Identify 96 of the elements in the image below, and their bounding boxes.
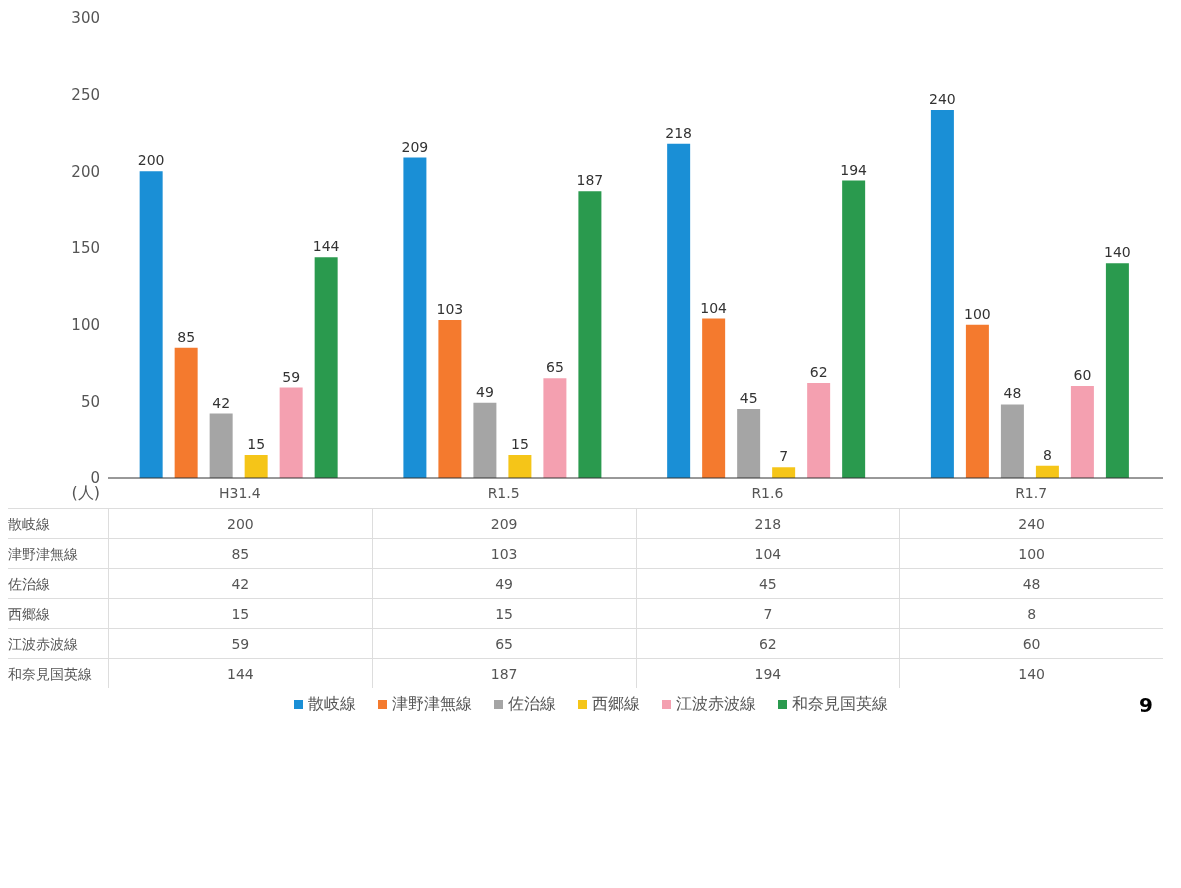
data-label: 59 — [282, 368, 301, 385]
data-label: 7 — [635, 598, 900, 628]
bar — [578, 191, 602, 478]
data-label: 65 — [545, 359, 564, 376]
data-label: 59 — [108, 628, 372, 658]
bar — [772, 467, 796, 478]
bar — [508, 455, 532, 478]
data-label: 187 — [576, 172, 604, 189]
bar — [842, 180, 866, 478]
x-tick-label: R1.7 — [1015, 484, 1048, 501]
data-label: 103 — [436, 301, 464, 318]
bar — [702, 318, 726, 478]
data-label: 45 — [635, 568, 900, 598]
bar — [438, 320, 462, 478]
data-label: 60 — [899, 628, 1163, 658]
legend-label: 西郷線 — [590, 694, 640, 715]
y-tick-label: 100 — [71, 315, 100, 334]
data-label: 144 — [108, 658, 372, 688]
data-label: 144 — [312, 238, 340, 255]
data-label: 104 — [700, 299, 728, 316]
legend-label: 江波赤波線 — [674, 694, 756, 715]
bar — [807, 382, 831, 478]
data-label: 60 — [1073, 367, 1092, 383]
y-tick-label: 250 — [71, 85, 100, 104]
data-label: 209 — [401, 138, 429, 155]
legend-label: 散岐線 — [306, 694, 356, 715]
data-label: 42 — [108, 568, 372, 598]
bar — [930, 110, 954, 478]
x-tick-label: R1.5 — [487, 484, 520, 501]
legend-label: 津野津無線 — [390, 694, 472, 715]
bar — [139, 171, 163, 478]
data-label: 140 — [1104, 244, 1131, 261]
x-tick-label: R1.6 — [751, 484, 784, 501]
data-label: 45 — [739, 390, 758, 406]
data-label: 85 — [108, 538, 372, 568]
data-label: 103 — [371, 538, 636, 568]
bar — [667, 143, 691, 478]
data-label: 8 — [1042, 446, 1052, 463]
data-label: 104 — [635, 538, 900, 568]
data-label: 42 — [212, 394, 231, 411]
y-tick-label: 200 — [71, 162, 100, 181]
data-label: 100 — [899, 538, 1163, 568]
y-tick-label: 佐治線 — [8, 568, 108, 598]
data-label: 15 — [108, 598, 372, 628]
data-label: 65 — [371, 628, 636, 658]
y-tick-label: 西郷線 — [8, 598, 108, 628]
y-tick-label: 和奈見国英線 — [8, 658, 108, 688]
text: 9 — [1139, 693, 1153, 717]
y-tick-label: 散岐線 — [8, 508, 108, 538]
data-label: 200 — [108, 508, 372, 538]
data-label: 200 — [137, 152, 165, 169]
data-label: 209 — [371, 508, 636, 538]
bar — [473, 402, 497, 478]
y-tick-label: 150 — [71, 239, 100, 258]
y-tick-label: 300 — [71, 9, 100, 28]
y-tick-label: 江波赤波線 — [8, 628, 108, 658]
legend-label: 和奈見国英線 — [790, 694, 888, 715]
data-label: 218 — [635, 508, 900, 538]
bar — [1070, 386, 1094, 478]
data-label: 49 — [475, 383, 494, 400]
bar — [209, 413, 233, 478]
bar — [1000, 404, 1024, 478]
bar — [314, 257, 338, 478]
bar — [543, 378, 567, 478]
bar — [403, 157, 427, 478]
data-label: 7 — [779, 448, 789, 465]
data-label: 15 — [247, 436, 266, 452]
data-label: 8 — [899, 598, 1163, 628]
data-label: 194 — [840, 161, 868, 178]
data-label: 240 — [899, 508, 1163, 538]
legend-label: 佐治線 — [506, 694, 556, 715]
bar — [965, 324, 989, 478]
y-axis-title: (人) — [70, 483, 100, 504]
data-label: 48 — [899, 568, 1163, 598]
data-label: 194 — [635, 658, 900, 688]
bar — [737, 409, 761, 478]
data-label: 62 — [635, 628, 900, 658]
bar — [244, 455, 268, 478]
bar — [174, 347, 198, 478]
data-label: 49 — [371, 568, 636, 598]
data-label: 48 — [1003, 385, 1022, 402]
x-tick-label: H31.4 — [219, 484, 261, 501]
data-label: 140 — [899, 658, 1163, 688]
data-label: 62 — [809, 363, 828, 380]
data-label: 240 — [929, 91, 956, 107]
data-label: 15 — [371, 598, 636, 628]
data-label: 15 — [510, 436, 529, 452]
data-label: 100 — [964, 305, 991, 322]
data-label: 187 — [371, 658, 636, 688]
bar — [279, 387, 303, 478]
y-tick-label: 50 — [80, 392, 100, 411]
y-tick-label: 津野津無線 — [8, 538, 108, 568]
data-label: 218 — [665, 124, 693, 141]
bar — [1105, 263, 1129, 478]
bar — [1035, 465, 1059, 478]
data-label: 85 — [177, 328, 196, 345]
